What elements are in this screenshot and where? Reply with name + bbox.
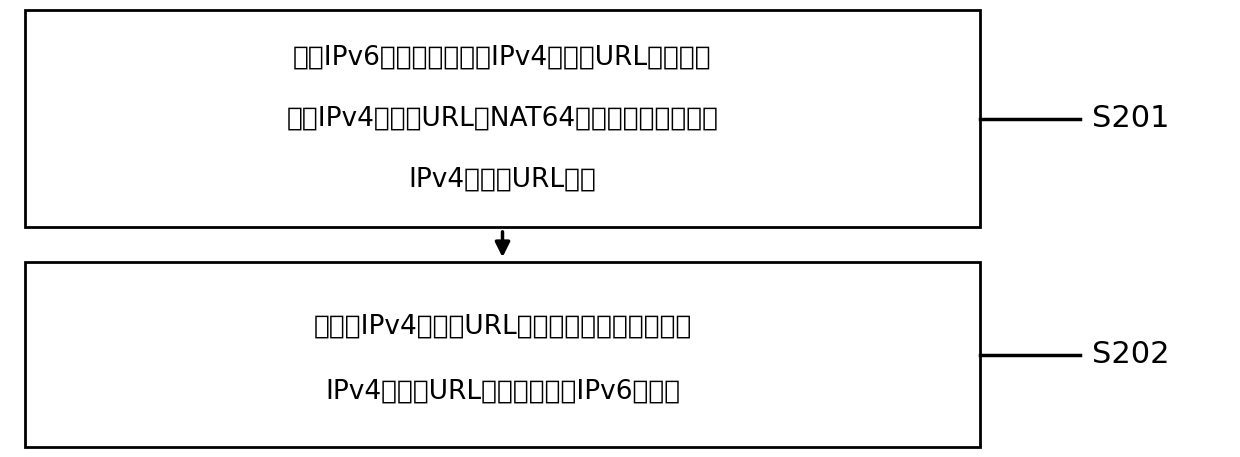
Text: IPv4外链的URL的结果发送给IPv6客户端: IPv4外链的URL的结果发送给IPv6客户端 bbox=[325, 378, 680, 404]
Text: 目标IPv4外链的URL由NAT64网关导流标识和初始: 目标IPv4外链的URL由NAT64网关导流标识和初始 bbox=[286, 106, 718, 132]
Bar bbox=[25, 262, 980, 447]
Text: S201: S201 bbox=[1092, 104, 1169, 133]
Text: IPv4外链的URL组成: IPv4外链的URL组成 bbox=[408, 166, 596, 192]
Text: 对初始IPv4外链的URL进行访问，并将访问初始: 对初始IPv4外链的URL进行访问，并将访问初始 bbox=[314, 314, 692, 340]
Bar bbox=[25, 10, 980, 227]
Text: S202: S202 bbox=[1092, 340, 1169, 369]
Text: 接收IPv6客户端访问目标IPv4外链的URL的请求，: 接收IPv6客户端访问目标IPv4外链的URL的请求， bbox=[293, 45, 712, 71]
